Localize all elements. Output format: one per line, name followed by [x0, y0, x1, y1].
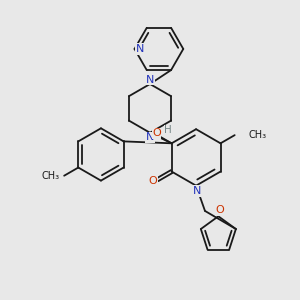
Text: CH₃: CH₃ — [42, 171, 60, 181]
Text: N: N — [136, 44, 144, 54]
Text: N: N — [194, 186, 202, 196]
Text: O: O — [152, 128, 161, 138]
Text: O: O — [215, 205, 224, 215]
Text: N: N — [146, 132, 154, 142]
Text: O: O — [148, 176, 158, 186]
Text: N: N — [146, 75, 154, 85]
Text: H: H — [164, 125, 172, 135]
Text: CH₃: CH₃ — [248, 130, 266, 140]
